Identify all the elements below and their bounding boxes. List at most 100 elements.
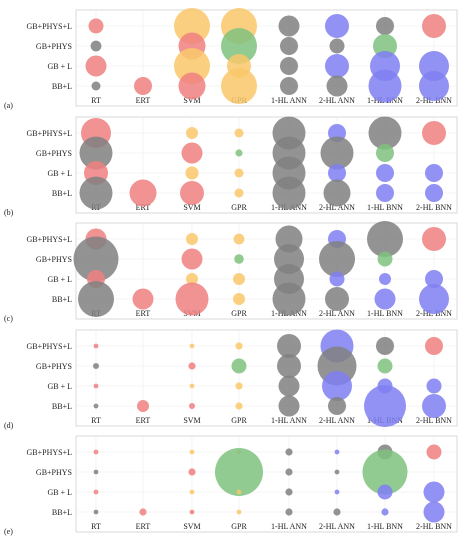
row-label: GB + L [47,275,72,284]
row-label: GB + L [47,62,72,71]
model-label: 1-HL BNN [367,309,403,318]
model-label: ERT [136,309,151,318]
bubble-mark [280,57,298,75]
bubble-mark [426,378,442,394]
model-label: 2-HL ANN [319,203,355,212]
bubble-mark [236,489,242,495]
model-label: RT [91,96,101,105]
bubble-mark [376,144,394,162]
bubble-mark [422,14,446,38]
bubble-mark [328,397,346,415]
bubble-mark [93,383,99,389]
bubble-mark [329,271,345,287]
bubble-mark [364,385,406,427]
model-label: RT [91,522,101,531]
bubble-mark [325,287,349,311]
bubble-mark [233,293,245,305]
panel-tag: (d) [4,421,14,430]
bubble-mark [334,469,340,475]
bubble-mark [189,489,195,495]
bubble-mark [174,8,210,44]
bubble-mark [320,136,354,170]
bubble-mark [278,15,300,37]
row-label: BB+L [52,189,72,198]
panel-frame [75,435,458,533]
model-label: SVM [183,203,200,212]
bubble-mark [90,40,102,52]
bubble-mark [422,394,446,418]
bubble-mark [231,358,247,374]
bubble-mark [334,489,340,495]
model-label: GPR [231,309,247,318]
bubble-mark [78,281,114,317]
bubble-mark [189,343,195,349]
bubble-mark [277,354,301,378]
bubble-mark [234,168,244,178]
bubble-mark [376,337,394,355]
bubble-mark [134,77,152,95]
bubble-mark [215,448,263,496]
bubble-mark [233,233,245,245]
row-label: GB+PHYS+L [27,342,73,351]
bubble-mark [93,403,99,409]
bubble-mark [379,273,391,285]
bubble-mark [234,188,244,198]
panel-tag: (e) [4,527,13,536]
bubble-mark [381,508,389,516]
bubble-mark [186,273,198,285]
bubble-mark [325,54,349,78]
model-label: 1-HL ANN [271,96,307,105]
model-label: 2-HL ANN [319,96,355,105]
bubble-mark [322,371,352,401]
bubble-mark [186,233,198,245]
bubble-mark [277,334,301,358]
bubble-mark [377,484,393,500]
bubble-mark [234,254,244,264]
bubble-mark [221,68,257,104]
bubble-mark [368,116,402,150]
bubble-mark [376,184,394,202]
bubble-mark [189,449,195,455]
model-label: 1-HL BNN [367,522,403,531]
row-label: GB + L [47,169,72,178]
bubble-mark [93,449,99,455]
bubble-mark [329,38,345,54]
model-label: GPR [231,522,247,531]
model-label: ERT [136,203,151,212]
bubble-mark [189,383,195,389]
model-label: 1-HL BNN [367,203,403,212]
bubble-mark [367,221,403,257]
bubble-mark [323,179,351,207]
bubble-mark [278,375,300,397]
model-label: GPR [231,416,247,425]
bubble-mark [278,395,300,417]
model-label: 2-HL BNN [416,522,452,531]
bubble-mark [181,142,203,164]
bubble-mark [419,71,449,101]
bubble-mark [79,176,113,210]
bubble-mark [188,362,196,370]
bubble-mark [178,72,206,100]
bubble-mark [175,282,209,316]
bubble-mark [419,284,449,314]
bubble-mark [333,508,341,516]
row-label: BB+L [52,402,72,411]
bubble-mark [139,508,147,516]
panel-frame [75,329,458,427]
bubble-mark [189,403,195,409]
row-label: BB+L [52,508,72,517]
bubble-mark [129,179,157,207]
model-label: 2-HL BNN [416,203,452,212]
panel-tag: (c) [4,314,13,323]
model-label: SVM [183,522,200,531]
bubble-mark [374,288,396,310]
bubble-mark [328,164,346,182]
bubble-mark [423,481,445,503]
bubble-mark [362,449,408,495]
bubble-mark [425,270,443,288]
model-label: GPR [231,203,247,212]
model-label: ERT [136,96,151,105]
model-label: SVM [183,416,200,425]
model-label: 2-HL ANN [319,522,355,531]
